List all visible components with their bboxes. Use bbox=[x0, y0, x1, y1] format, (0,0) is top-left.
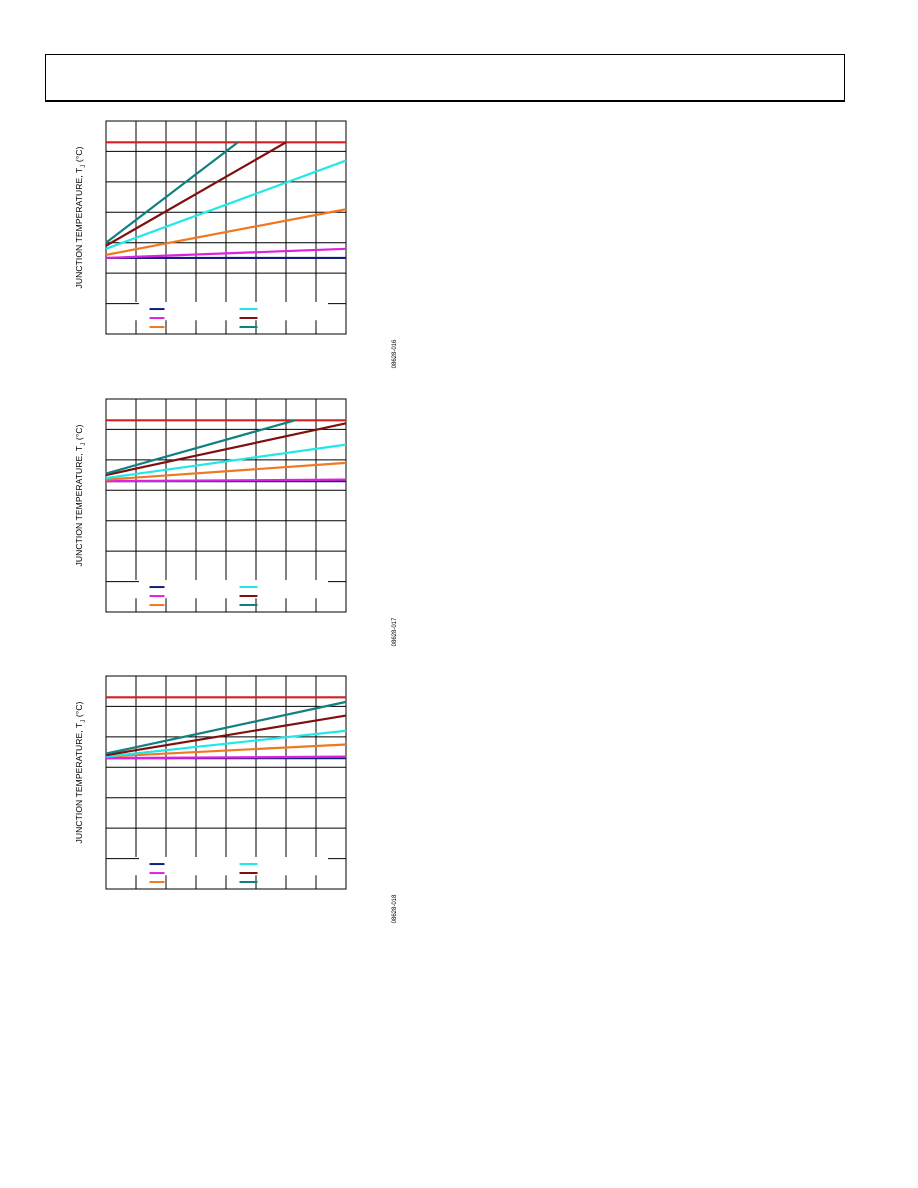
plot-frame bbox=[105, 398, 347, 613]
page-header-frame bbox=[45, 54, 845, 102]
junction-temperature-chart-3: JUNCTION TEMPERATURE, TJ (°C) 08628-018 bbox=[60, 665, 400, 935]
series-line-s2 bbox=[105, 755, 347, 760]
plot-frame bbox=[105, 120, 347, 335]
series-line-s3 bbox=[105, 461, 347, 481]
series-line-s3 bbox=[105, 208, 347, 256]
series-line-s4 bbox=[105, 729, 347, 758]
series-line-s6 bbox=[105, 419, 296, 475]
series-line-s2 bbox=[105, 478, 347, 483]
chart-svg-2: JUNCTION TEMPERATURE, TJ (°C) 08628-017 bbox=[74, 398, 398, 646]
series-line-s6 bbox=[105, 700, 347, 755]
chart-svg-1: JUNCTION TEMPERATURE, TJ (°C) 08628-016 bbox=[74, 120, 398, 368]
series-line-s2 bbox=[105, 247, 347, 260]
chart-svg-3: JUNCTION TEMPERATURE, TJ (°C) 08628-018 bbox=[74, 675, 398, 923]
series-line-s6 bbox=[105, 141, 239, 244]
figure-code: 08628-018 bbox=[392, 894, 398, 923]
series-line-s5 bbox=[105, 141, 287, 247]
series-line-s4 bbox=[105, 443, 347, 480]
junction-temperature-chart-1: JUNCTION TEMPERATURE, TJ (°C) 08628-016 bbox=[60, 110, 400, 380]
y-axis-label: JUNCTION TEMPERATURE, TJ (°C) bbox=[74, 424, 87, 566]
series-line-s3 bbox=[105, 743, 347, 758]
figure-code: 08628-016 bbox=[392, 339, 398, 368]
y-axis-label: JUNCTION TEMPERATURE, TJ (°C) bbox=[74, 146, 87, 288]
y-axis-label: JUNCTION TEMPERATURE, TJ (°C) bbox=[74, 701, 87, 843]
junction-temperature-chart-2: JUNCTION TEMPERATURE, TJ (°C) 08628-017 bbox=[60, 388, 400, 658]
series-line-s5 bbox=[105, 422, 347, 477]
figure-code: 08628-017 bbox=[392, 617, 398, 646]
series-line-s4 bbox=[105, 159, 347, 250]
series-line-s5 bbox=[105, 714, 347, 757]
plot-frame bbox=[105, 675, 347, 890]
